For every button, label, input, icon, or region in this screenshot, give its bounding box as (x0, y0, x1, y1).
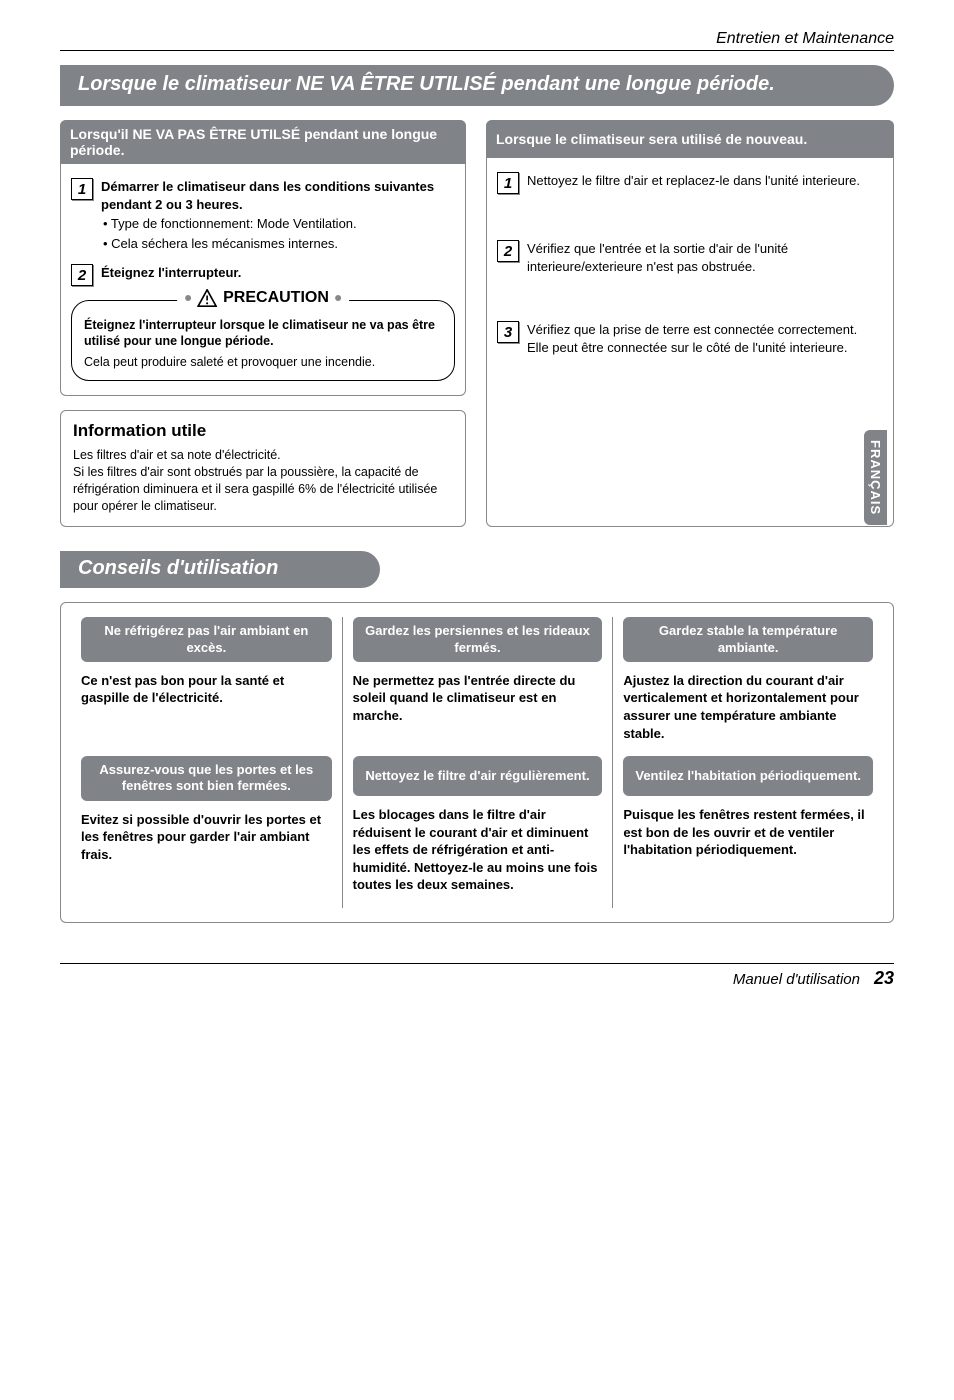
banner-longue-periode: Lorsque le climatiseur NE VA ÊTRE UTILIS… (60, 65, 894, 106)
step-number-icon: 2 (497, 240, 519, 262)
precaution-box: PRECAUTION Éteignez l'interrupteur lorsq… (71, 300, 455, 381)
precaution-label: PRECAUTION (177, 289, 349, 307)
info-body: Les filtres d'air et sa note d'électrici… (73, 447, 453, 515)
tips-container: Ne réfrigérez pas l'air ambiant en excès… (60, 602, 894, 922)
dot-icon (335, 295, 341, 301)
tip3-header: Gardez stable la température ambiante. (623, 617, 873, 662)
tip-cell-1: Ne réfrigérez pas l'air ambiant en excès… (71, 617, 342, 756)
tip4-body: Evitez si possible d'ouvrir les portes e… (81, 811, 332, 864)
page-footer: Manuel d'utilisation 23 (60, 963, 894, 989)
tip-cell-4: Assurez-vous que les portes et les fenêt… (71, 756, 342, 908)
precaution-body-1: Éteignez l'interrupteur lorsque le clima… (84, 317, 442, 350)
left-step1-bullet2: • Cela séchera les mécanismes internes. (101, 235, 451, 253)
tip5-header: Nettoyez le filtre d'air régulièrement. (353, 756, 603, 796)
warning-triangle-icon (197, 289, 217, 307)
tip5-body: Les blocages dans le filtre d'air réduis… (353, 806, 603, 894)
left-step1-bullet1: • Type de fonctionnement: Mode Ventilati… (101, 215, 451, 233)
right-panel-header: Lorsque le climatiseur sera utilisé de n… (486, 120, 894, 158)
two-column-layout: Lorsqu'il NE VA PAS ÊTRE UTILSÉ pendant … (60, 120, 894, 527)
precaution-body-2: Cela peut produire saleté et provoquer u… (84, 354, 442, 370)
tip2-body: Ne permettez pas l'entrée directe du sol… (353, 672, 603, 725)
header-section-label: Entretien et Maintenance (60, 30, 894, 48)
right-step-2: 2 Vérifiez que l'entrée et la sortie d'a… (487, 236, 893, 283)
banner-conseils: Conseils d'utilisation (60, 551, 380, 588)
tip-cell-6: Ventilez l'habitation périodiquement. Pu… (612, 756, 883, 908)
tip-cell-5: Nettoyez le filtre d'air régulièrement. … (342, 756, 613, 908)
tip3-body: Ajustez la direction du courant d'air ve… (623, 672, 873, 742)
left-step1-title: Démarrer le climatiseur dans les conditi… (101, 178, 451, 213)
left-step2-title: Éteignez l'interrupteur. (101, 264, 241, 282)
top-rule (60, 50, 894, 51)
tip6-header: Ventilez l'habitation périodiquement. (623, 756, 873, 796)
info-title: Information utile (73, 421, 453, 441)
tip6-body: Puisque les fenêtres restent fermées, il… (623, 806, 873, 859)
step-number-icon: 1 (71, 178, 93, 200)
tip4-header: Assurez-vous que les portes et les fenêt… (81, 756, 332, 801)
left-step-1: 1 Démarrer le climatiseur dans les condi… (61, 174, 465, 260)
left-panel-header: Lorsqu'il NE VA PAS ÊTRE UTILSÉ pendant … (60, 120, 466, 164)
precaution-text: PRECAUTION (223, 289, 329, 307)
left-panel: Lorsqu'il NE VA PAS ÊTRE UTILSÉ pendant … (60, 120, 466, 396)
footer-page-number: 23 (874, 968, 894, 989)
tip2-header: Gardez les persiennes et les rideaux fer… (353, 617, 603, 662)
dot-icon (185, 295, 191, 301)
right-step1-body: Nettoyez le filtre d'air et replacez-le … (527, 172, 860, 190)
right-step-1: 1 Nettoyez le filtre d'air et replacez-l… (487, 168, 893, 202)
right-step-3: 3 Vérifiez que la prise de terre est con… (487, 317, 893, 364)
right-panel: Lorsque le climatiseur sera utilisé de n… (486, 120, 894, 527)
step-number-icon: 3 (497, 321, 519, 343)
footer-title: Manuel d'utilisation (733, 971, 860, 988)
right-step2-body: Vérifiez que l'entrée et la sortie d'air… (527, 240, 879, 275)
tip-cell-3: Gardez stable la température ambiante. A… (612, 617, 883, 756)
tip1-body: Ce n'est pas bon pour la santé et gaspil… (81, 672, 332, 707)
information-utile-box: Information utile Les filtres d'air et s… (60, 410, 466, 528)
right-step3-body: Vérifiez que la prise de terre est conne… (527, 321, 879, 356)
step-number-icon: 1 (497, 172, 519, 194)
step-number-icon: 2 (71, 264, 93, 286)
tip-cell-2: Gardez les persiennes et les rideaux fer… (342, 617, 613, 756)
tip1-header: Ne réfrigérez pas l'air ambiant en excès… (81, 617, 332, 662)
